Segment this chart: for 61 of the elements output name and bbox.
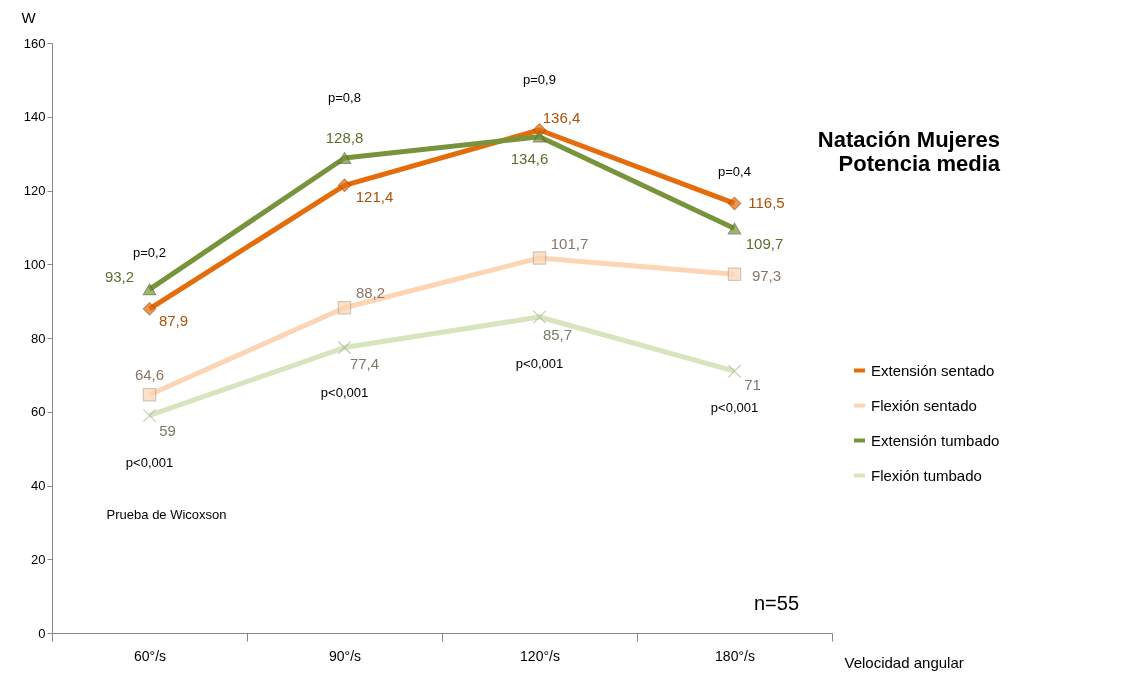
point — [337, 152, 352, 164]
data-label: 85,7 — [542, 325, 573, 343]
data-label: 59 — [159, 422, 176, 440]
annotation: p<0,001 — [710, 400, 759, 416]
point — [727, 267, 742, 281]
x-tick-label: 180°/s — [715, 647, 755, 664]
annotation: p<0,001 — [320, 384, 369, 400]
y-tick-label: 120 — [23, 183, 46, 198]
data-label: 134,6 — [510, 149, 549, 167]
x-tick-label: 60°/s — [133, 647, 167, 664]
point — [337, 340, 352, 355]
legend-label: Flexión tumbado — [871, 466, 982, 484]
data-label: 136,4 — [542, 109, 581, 127]
legend-label: Extensión tumbado — [871, 431, 1000, 449]
annotation: p=0,9 — [523, 72, 556, 88]
point — [727, 196, 742, 211]
data-label: 88,2 — [355, 283, 386, 301]
y-tick-label: 80 — [31, 330, 46, 346]
point — [337, 301, 352, 315]
y-tick-label: 60 — [31, 404, 46, 420]
x-tick-label: 90°/s — [328, 647, 362, 664]
point — [142, 408, 157, 423]
annotation: p=0,8 — [328, 89, 361, 105]
data-label: 77,4 — [349, 354, 380, 372]
y-tick-label: 20 — [31, 551, 46, 567]
data-label: 116,5 — [748, 194, 785, 212]
text: Natación Mujeres Potencia media — [817, 127, 1001, 176]
x-axis-title: Velocidad angular — [844, 653, 964, 671]
y-tick-label: 160 — [23, 35, 46, 51]
point — [727, 364, 742, 378]
point — [532, 130, 547, 143]
data-label: 64,6 — [134, 365, 165, 383]
annotation: p=0,4 — [718, 164, 751, 180]
y-tick-label: 100 — [23, 256, 46, 272]
x-tick-label: 120°/s — [520, 647, 560, 664]
annotation: p=0,2 — [133, 245, 166, 261]
y-tick-label: 140 — [23, 109, 46, 125]
data-label: 71 — [744, 376, 761, 394]
data-label: 121,4 — [355, 188, 394, 206]
annotation: p<0,001 — [125, 455, 174, 471]
data-label: 128,8 — [325, 129, 364, 147]
legend-label: Flexión sentado — [871, 396, 977, 414]
data-label: 87,9 — [158, 311, 189, 329]
point — [142, 283, 157, 296]
data-label: 101,7 — [550, 234, 589, 252]
annotation: p<0,001 — [515, 355, 564, 371]
legend-label: Extensión sentado — [871, 361, 995, 379]
data-label: 97,3 — [751, 267, 782, 285]
annotation: n=55 — [754, 591, 800, 614]
y-axis-title: W — [21, 8, 37, 26]
y-tick-label: 0 — [38, 625, 46, 641]
data-label: 109,7 — [745, 235, 784, 253]
y-tick-label: 40 — [31, 478, 46, 493]
point — [142, 302, 157, 316]
point — [337, 178, 352, 193]
annotation: Prueba de Wicoxson — [106, 507, 227, 522]
point — [532, 251, 547, 265]
data-label: 93,2 — [104, 268, 135, 286]
point — [727, 222, 742, 235]
point — [142, 388, 157, 402]
point — [532, 310, 547, 324]
